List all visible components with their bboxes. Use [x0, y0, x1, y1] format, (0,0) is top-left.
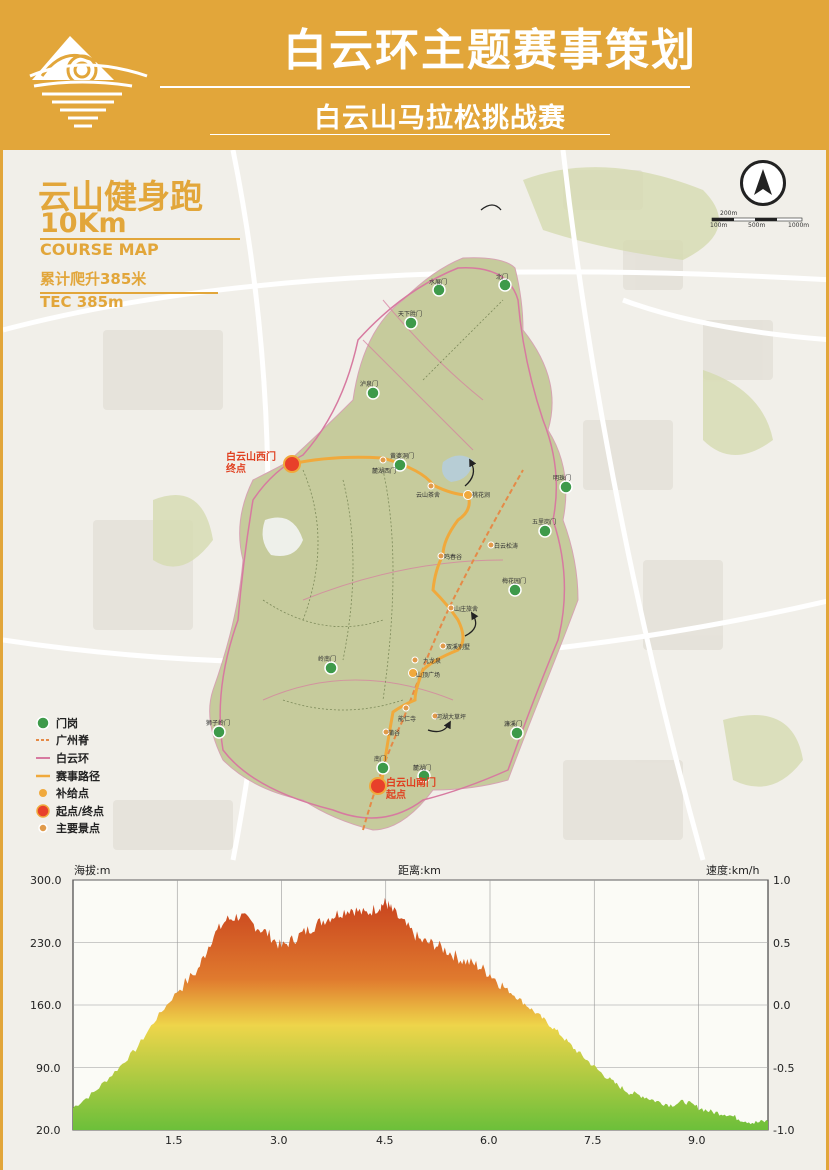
gate-label: 濂溪门	[504, 721, 523, 728]
x-tick-label: 6.0	[480, 1134, 498, 1147]
x-tick-label: 1.5	[165, 1134, 183, 1147]
gate-label: 黄婆洞门	[390, 453, 415, 460]
guangzhou-ridge-path	[362, 469, 524, 831]
x-tick-label: 4.5	[376, 1134, 394, 1147]
start-finish-icon	[36, 804, 50, 818]
x-tick-label: 7.5	[584, 1134, 602, 1147]
spot-label: 蒲谷	[388, 730, 401, 737]
south-gate-start-marker	[369, 777, 387, 795]
scale-label-1000: 1000m	[788, 222, 810, 229]
y-tick-label: 300.0	[30, 874, 62, 887]
gate-label: 南门	[374, 756, 387, 763]
south-gate-label: 白云山南门 起点	[386, 778, 436, 801]
spot-label: 双溪别墅	[446, 644, 471, 651]
course-map-label: COURSE MAP	[40, 240, 159, 259]
spot-label: 鸣春谷	[444, 554, 463, 561]
scale-label-200: 200m	[720, 210, 738, 217]
gate-label: 明珠门	[553, 475, 572, 482]
y-tick-label: 90.0	[36, 1062, 61, 1075]
climb-cn-label: 累计爬升385米	[40, 270, 147, 288]
elevation-area	[73, 897, 768, 1130]
x-axis-title: 距离:km	[398, 864, 441, 877]
legend-item-route: 赛事路径	[36, 767, 104, 785]
spot-label: 桃花涧	[472, 492, 491, 499]
orange-dashed-line-icon	[36, 739, 50, 742]
scale-bar: 200m 100m 500m 1000m	[710, 210, 810, 232]
gate-label: 麓湖西门	[372, 468, 397, 475]
gate-label: 岭南门	[318, 656, 337, 663]
spot-label: 山庄旅舍	[454, 606, 479, 613]
supply-markers	[408, 490, 473, 678]
subtitle-divider	[210, 134, 610, 135]
legend-item-supply: 补给点	[36, 784, 104, 802]
scale-label-100: 100m	[710, 222, 728, 229]
legend-item-spot: 主要景点	[36, 820, 104, 838]
gate-label: 北门	[496, 274, 509, 281]
elevation-chart: 海拔:m 距离:km 速度:km/h 300.0 230.0 160.0 90.…	[0, 858, 829, 1148]
x-tick-label: 3.0	[270, 1134, 288, 1147]
gate-label: 梅花园门	[502, 578, 527, 585]
gold-line-icon	[36, 774, 50, 777]
y-axis-title: 海拔:m	[74, 864, 111, 877]
gate-label: 水展门	[429, 279, 448, 286]
spot-label: 九龙泉	[423, 658, 442, 665]
x-tick-label: 9.0	[688, 1134, 706, 1147]
scale-label-500: 500m	[748, 222, 766, 229]
y-tick-label: 230.0	[30, 937, 62, 950]
y2-axis-title: 速度:km/h	[706, 864, 760, 877]
gate-label: 泸泉门	[360, 381, 379, 388]
y2-tick-label: -1.0	[773, 1124, 795, 1137]
spot-label: 河湖大草坪	[436, 714, 467, 721]
spot-label: 白云松涛	[494, 543, 519, 550]
header-banner: 白云环主题赛事策划 白云山马拉松挑战赛	[0, 0, 829, 150]
y2-tick-label: 0.0	[773, 999, 791, 1012]
scenic-spot-markers	[379, 456, 495, 736]
spot-icon	[38, 823, 48, 834]
spot-label: 山顶广场	[416, 672, 441, 679]
y2-tick-label: 0.5	[773, 937, 791, 950]
title-divider	[160, 86, 690, 88]
gate-label: 天下胜门	[398, 311, 423, 318]
legend-item-gate: 门岗	[36, 714, 104, 732]
cloud-logo-icon	[29, 36, 148, 128]
y-tick-label: 160.0	[30, 999, 62, 1012]
race-name: 云山健身跑	[38, 177, 203, 216]
climb-en-label: TEC 385m	[40, 293, 124, 311]
legend-item-ridge: 广州脊	[36, 732, 104, 750]
gate-icon	[36, 716, 50, 730]
y-tick-label: 20.0	[36, 1124, 61, 1137]
gate-label: 狮子岭门	[206, 720, 231, 727]
supply-dot-icon	[39, 789, 47, 798]
west-gate-label: 白云山西门 终点	[226, 452, 276, 475]
elevation-chart-svg	[72, 879, 769, 1131]
legend-item-ring: 白云环	[36, 749, 104, 767]
gate-label: 五里岗门	[532, 519, 557, 526]
gate-label: 麓湖门	[413, 765, 432, 772]
y2-tick-label: 1.0	[773, 874, 791, 887]
map-legend: 门岗 广州脊 白云环 赛事路径 补给点 起点/终点 主要景点	[36, 714, 104, 837]
y2-tick-label: -0.5	[773, 1062, 795, 1075]
park-map	[3, 150, 826, 861]
spot-label: 云山茶舍	[416, 492, 441, 499]
spot-label: 能仁寺	[398, 716, 417, 723]
legend-item-start: 起点/终点	[36, 802, 104, 820]
page-subtitle: 白云山马拉松挑战赛	[314, 103, 566, 134]
pink-line-icon	[36, 756, 50, 759]
north-arrow-icon	[740, 160, 786, 206]
gate-markers	[212, 278, 573, 783]
race-distance: 10Km	[40, 208, 127, 239]
climb-underline	[40, 292, 218, 294]
distance-underline	[40, 238, 240, 240]
west-gate-finish-marker	[283, 455, 301, 473]
page-title: 白云环主题赛事策划	[283, 25, 697, 76]
